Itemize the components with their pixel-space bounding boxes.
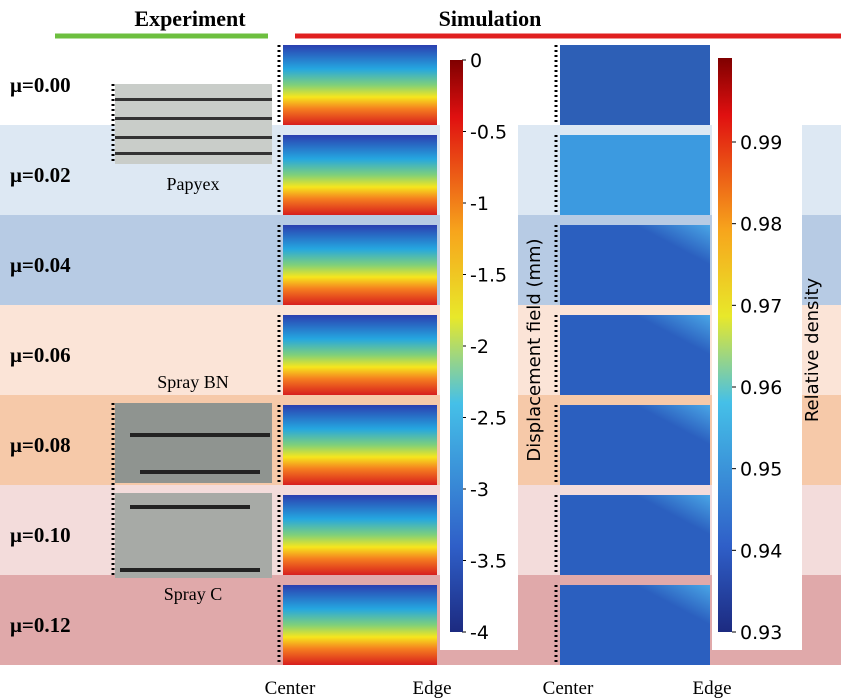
- colorbar-tick-label: 0: [470, 50, 482, 72]
- row-label: μ=0.06: [10, 343, 71, 367]
- colorbar-tick-label: 0.96: [740, 377, 782, 399]
- colorbar-tick-label: -1.5: [470, 265, 507, 287]
- displacement-map: [283, 585, 437, 665]
- header-simulation: Simulation: [439, 6, 542, 31]
- colorbar-label: Displacement field (mm): [524, 238, 545, 461]
- row-label: μ=0.10: [10, 523, 71, 547]
- density-map: [560, 135, 710, 215]
- density-map: [560, 225, 710, 305]
- density-map: [560, 315, 710, 395]
- colorbar-tick-label: 0.97: [740, 295, 782, 317]
- colorbar-label: Relative density: [802, 278, 823, 423]
- row-label: μ=0.04: [10, 253, 71, 277]
- colorbar: [718, 58, 732, 632]
- colorbar-tick-label: 0.93: [740, 622, 782, 644]
- displacement-map: [283, 315, 437, 395]
- row-label: μ=0.02: [10, 163, 71, 187]
- colorbar-tick-label: -2: [470, 336, 489, 358]
- row-label: μ=0.12: [10, 613, 71, 637]
- axis-label: Edge: [692, 678, 731, 699]
- sample-label: Spray BN: [157, 372, 229, 392]
- colorbar-tick-label: -0.5: [470, 122, 507, 144]
- colorbar-tick-label: -3.5: [470, 551, 507, 573]
- sample-label: Papyex: [167, 174, 220, 194]
- experiment-photos: [115, 84, 272, 578]
- colorbar-tick-label: 0.95: [740, 459, 782, 481]
- colorbar-tick-label: 0.99: [740, 132, 782, 154]
- displacement-map: [283, 495, 437, 575]
- axis-label: Center: [543, 678, 594, 699]
- density-map: [560, 495, 710, 575]
- sample-label: Spray C: [164, 584, 223, 604]
- colorbar-tick-label: 0.94: [740, 540, 782, 562]
- colorbar-tick-label: -3: [470, 479, 489, 501]
- axis-label: Edge: [412, 678, 451, 699]
- displacement-map: [283, 135, 437, 215]
- colorbar: [450, 60, 463, 632]
- row-label: μ=0.08: [10, 433, 71, 457]
- colorbar-tick-label: -2.5: [470, 408, 507, 430]
- header-experiment: Experiment: [134, 6, 246, 31]
- density-map: [560, 405, 710, 485]
- displacement-map: [283, 225, 437, 305]
- density-map: [560, 585, 710, 665]
- axis-label: Center: [265, 678, 316, 699]
- colorbar-tick-label: -4: [470, 622, 489, 644]
- colorbar-tick-label: -1: [470, 193, 489, 215]
- density-map: [560, 45, 710, 125]
- row-label: μ=0.00: [10, 73, 71, 97]
- displacement-map: [283, 405, 437, 485]
- displacement-map: [283, 45, 437, 125]
- colorbar-tick-label: 0.98: [740, 214, 782, 236]
